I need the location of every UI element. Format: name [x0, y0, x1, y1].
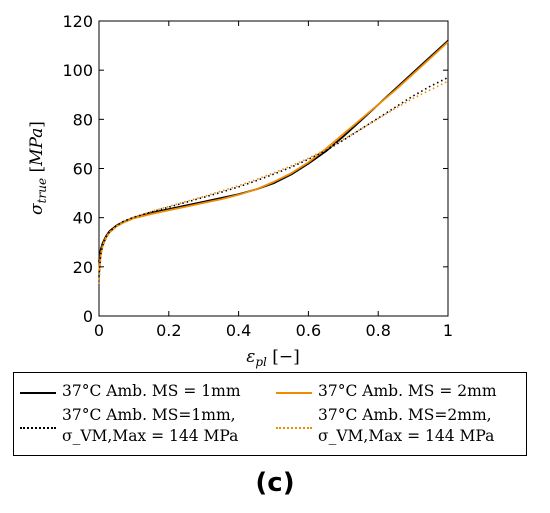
legend: 37°C Amb. MS = 1mm 37°C Amb. MS = 2mm 37… [13, 372, 527, 456]
series-layer [98, 40, 449, 285]
legend-swatch-black-dotted [20, 427, 56, 429]
x-tick-label: 0.8 [365, 321, 390, 340]
y-tick-label: 120 [62, 12, 93, 31]
y-tick-label: 40 [73, 209, 93, 228]
x-tick-label: 1 [443, 321, 453, 340]
plot-frame [98, 20, 449, 317]
x-tick-label: 0 [94, 321, 104, 340]
y-tick-label: 80 [73, 110, 93, 129]
legend-entry-sublabel: σ_VM,Max = 144 MPa [62, 427, 239, 445]
x-axis-label: εpl [−] [246, 347, 300, 369]
legend-entry: 37°C Amb. MS = 1mm [20, 381, 241, 402]
x-tick-label: 0.6 [296, 321, 321, 340]
series-line-4 [98, 80, 449, 285]
series-line-1 [98, 40, 449, 263]
legend-entry-label: 37°C Amb. MS = 2mm [318, 382, 497, 400]
legend-swatch-orange-dotted [276, 427, 312, 429]
legend-entry: 37°C Amb. MS=1mm, σ_VM,Max = 144 MPa [20, 405, 238, 447]
legend-swatch-orange-solid [276, 392, 312, 394]
y-tick-label: 20 [73, 258, 93, 277]
y-axis-label: σtrue [MPa] [27, 121, 49, 215]
legend-entry-label: 37°C Amb. MS=2mm, σ_VM,Max = 144 MPa [318, 406, 495, 445]
legend-entry: 37°C Amb. MS=2mm, σ_VM,Max = 144 MPa [276, 405, 494, 447]
y-tick-label: 0 [83, 307, 93, 326]
x-tick-label: 0.4 [226, 321, 251, 340]
axes: 0 0.2 0.4 0.6 0.8 1 0 20 40 60 80 100 120 [62, 12, 453, 340]
panel-label: (c) [255, 468, 295, 498]
legend-entry-label: 37°C Amb. MS = 1mm [62, 382, 241, 400]
legend-entry-label: 37°C Amb. MS=1mm, σ_VM,Max = 144 MPa [62, 406, 239, 445]
chart-plot: 0 0.2 0.4 0.6 0.8 1 0 20 40 60 80 100 120 σtrue [MPa… [27, 12, 453, 369]
series-line-2 [98, 41, 449, 272]
legend-entry-sublabel: σ_VM,Max = 144 MPa [318, 427, 495, 445]
legend-entry: 37°C Amb. MS = 2mm [276, 381, 497, 402]
y-tick-label: 100 [62, 61, 93, 80]
legend-swatch-black-solid [20, 392, 56, 394]
y-tick-label: 60 [73, 160, 93, 179]
x-tick-label: 0.2 [156, 321, 181, 340]
series-line-3 [98, 76, 449, 277]
